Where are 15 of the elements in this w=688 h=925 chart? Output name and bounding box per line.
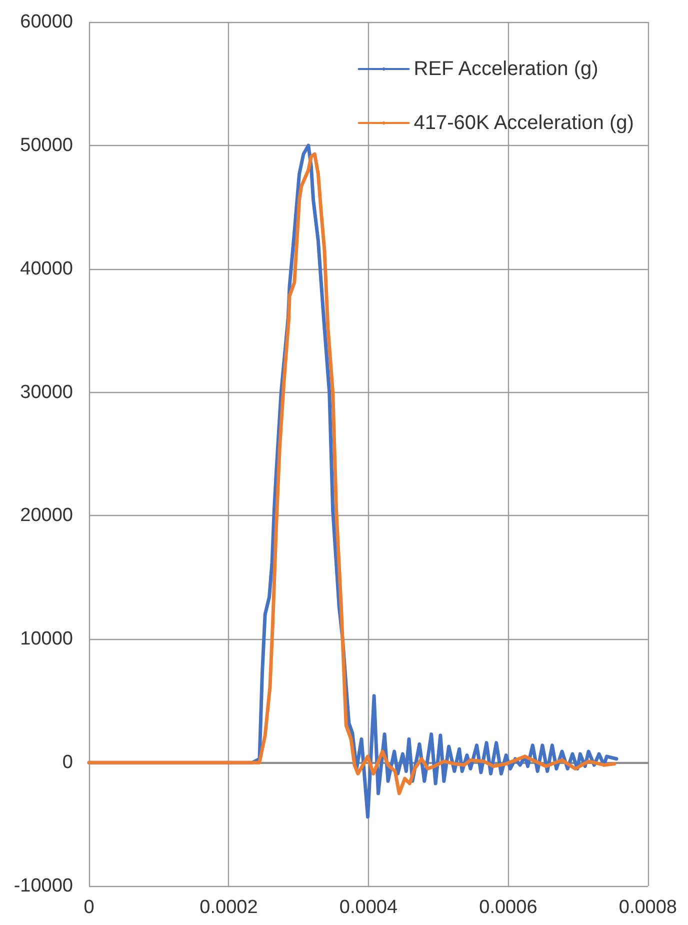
x-tick-label: 0.0006 (479, 897, 538, 918)
legend-label: 417-60K Acceleration (g) (414, 112, 634, 134)
y-tick-label: -10000 (14, 876, 73, 896)
y-tick-label: 20000 (20, 505, 73, 526)
y-tick-label: 0 (62, 752, 73, 774)
x-tick-label: 0.0002 (200, 897, 258, 918)
x-tick-label: 0.0004 (339, 897, 398, 918)
x-tick-label: 0.0008 (618, 897, 678, 918)
x-tick-label: 0 (84, 897, 94, 918)
y-tick-label: 40000 (20, 258, 73, 280)
y-tick-label: 50000 (20, 134, 73, 156)
y-tick-label: 30000 (20, 382, 73, 403)
y-tick-label: 10000 (20, 628, 73, 650)
legend-label: REF Acceleration (g) (414, 58, 598, 80)
y-tick-label: 60000 (20, 12, 73, 32)
